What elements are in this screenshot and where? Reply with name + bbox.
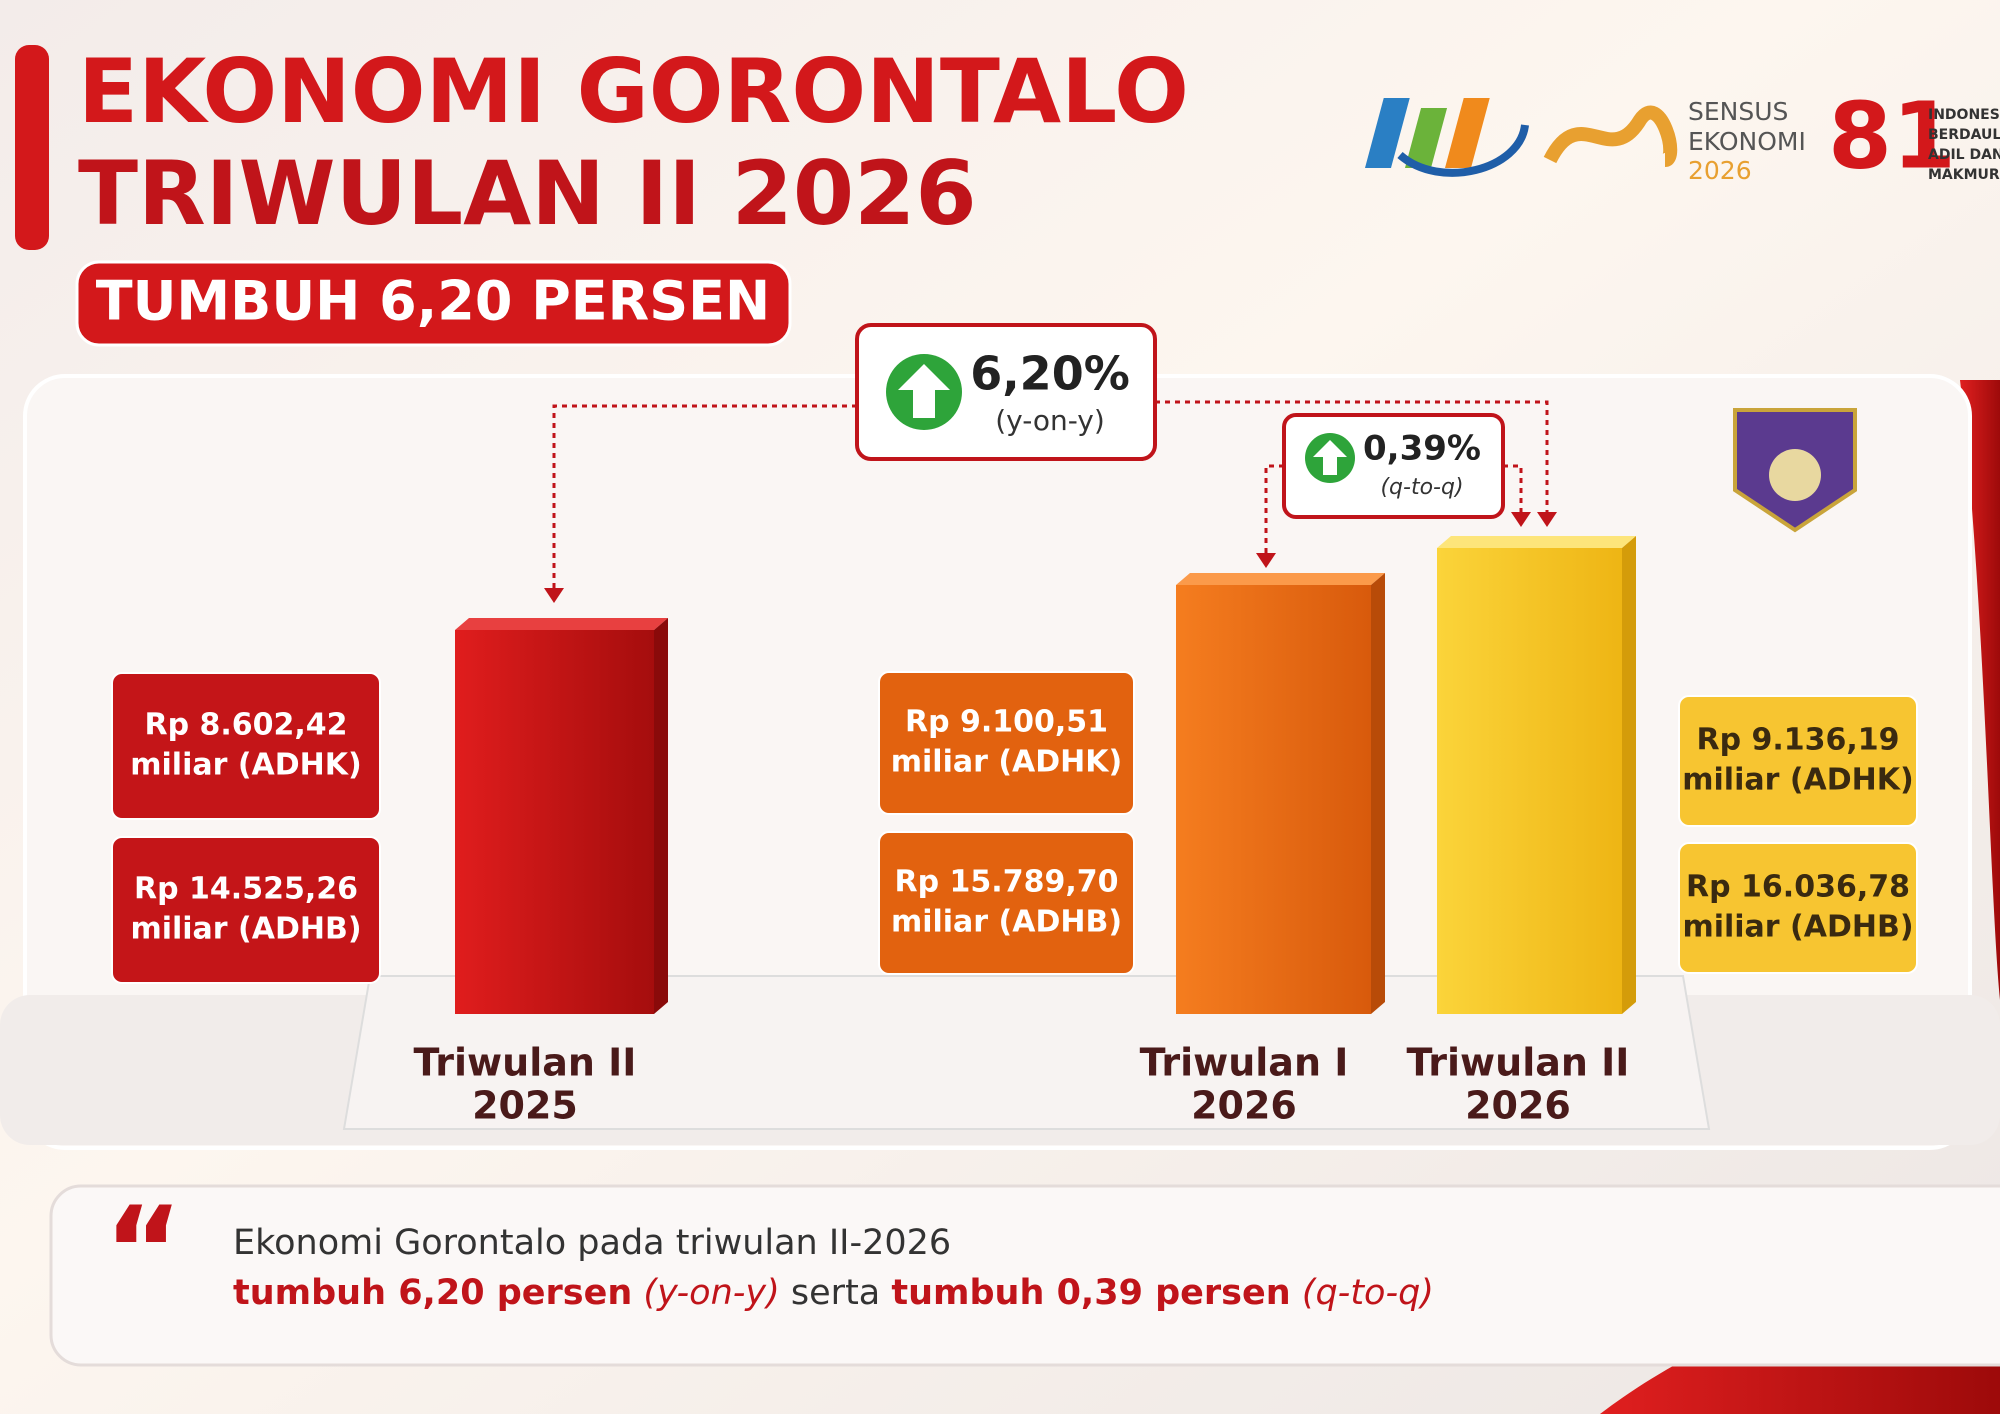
connector [552,400,1549,590]
quote-italic: (y-on-y) [643,1273,779,1313]
period-label: 2026 [1191,1084,1297,1128]
badge-value: 0,39% [1363,429,1481,469]
logo-text: 2026 [1688,156,1752,185]
value-box [1678,842,1918,974]
value-amount: Rp 9.136,19 [1696,723,1899,758]
logo-text: SENSUS [1688,97,1788,126]
quote-emphasis: tumbuh 0,39 persen [891,1273,1290,1313]
title: EKONOMI GORONTALO [78,40,1189,143]
value-amount: Rp 15.789,70 [895,865,1119,900]
quote-box [49,1184,2000,1367]
badge-value: 6,20% [970,347,1130,401]
period-label: 2025 [472,1084,578,1128]
value-amount: Rp 14.525,26 [134,872,358,907]
up-icon [1313,440,1347,475]
platform [342,975,1711,1130]
logo-81: 81 [1828,82,1956,189]
title: TRIWULAN II 2026 [78,142,977,245]
logo-text: MAKMUR [1928,167,2000,183]
title-accent [15,45,49,250]
quote-emphasis: tumbuh 6,20 persen [233,1273,632,1313]
quote-italic: (q-to-q) [1302,1273,1434,1313]
period-label: 2026 [1465,1084,1571,1128]
value-box [111,836,381,984]
quote-text: tumbuh 6,20 persen (y-on-y) serta tumbuh… [233,1273,1434,1313]
bar [1176,573,1385,1014]
connector-arrow [544,512,1557,603]
logo-text: ADIL DAN [1928,147,2000,163]
badge-label: (y-on-y) [995,404,1105,437]
value-box [878,831,1135,975]
value-unit: miliar (ADHB) [1682,910,1913,945]
value-unit: miliar (ADHB) [891,905,1122,940]
quote-text: Ekonomi Gorontalo pada triwulan II-2026 [233,1223,951,1263]
value-amount: Rp 9.100,51 [905,705,1108,740]
value-unit: miliar (ADHK) [1682,763,1914,798]
bps-logo [1364,98,1529,177]
value-unit: miliar (ADHK) [891,745,1123,780]
se-logo [1543,105,1678,167]
period-label: Triwulan II [414,1041,637,1085]
value-box [111,672,381,820]
logo-text: INDONESIA [1928,107,2000,123]
period-label: Triwulan II [1407,1041,1630,1085]
period-label: Triwulan I [1140,1041,1349,1085]
up-icon [898,364,950,418]
value-box [878,671,1135,815]
logo-text: EKONOMI [1688,127,1806,156]
subtitle-pill [75,260,792,347]
value-amount: Rp 16.036,78 [1686,870,1910,905]
bar [1437,536,1636,1014]
value-box [1678,695,1918,827]
logo-text: BERDAULAT [1928,127,2000,143]
wave [1960,380,2000,1000]
subtitle: TUMBUH 6,20 PERSEN [96,270,770,333]
value-unit: miliar (ADHB) [130,912,361,947]
value-amount: Rp 8.602,42 [144,708,347,743]
badge-label: (q-to-q) [1380,475,1463,500]
value-unit: miliar (ADHK) [130,748,362,783]
emblem [1769,449,1821,501]
quote-mark: “ [104,1183,183,1322]
bar [455,618,668,1014]
quote-text: serta [791,1273,880,1313]
